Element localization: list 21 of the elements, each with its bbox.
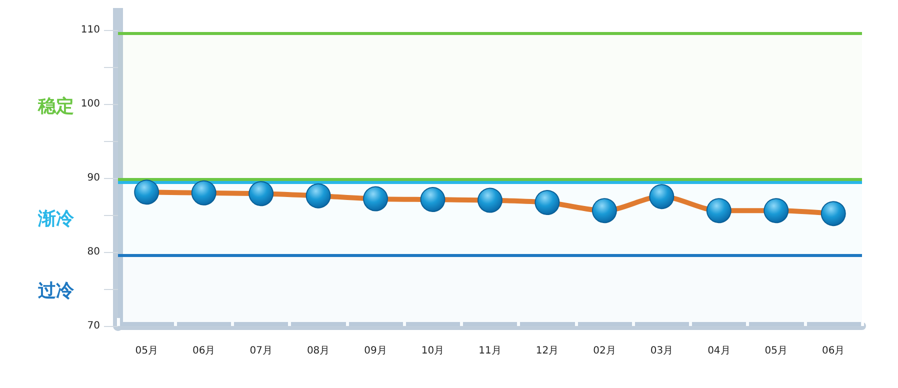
x-tick-label: 04月 bbox=[708, 346, 730, 356]
y-tick-label: 70 bbox=[87, 320, 100, 332]
band-label: 稳定 bbox=[37, 96, 74, 117]
y-tick-label: 100 bbox=[80, 98, 100, 110]
y-tick-label: 110 bbox=[80, 24, 100, 36]
x-tick-label: 08月 bbox=[306, 346, 330, 356]
x-tick-label: 11月 bbox=[478, 346, 502, 356]
x-tick-label: 06月 bbox=[192, 346, 216, 356]
x-tick-label: 05月 bbox=[764, 346, 788, 356]
x-tick-label: 10月 bbox=[421, 346, 444, 356]
band-label: 渐冷 bbox=[37, 208, 75, 230]
x-tick-label: 05月 bbox=[135, 346, 158, 356]
x-tick-label: 09月 bbox=[364, 346, 387, 356]
x-tick-label: 03月 bbox=[650, 346, 674, 356]
x-tick-label: 12月 bbox=[536, 346, 559, 356]
y-tick-label: 90 bbox=[87, 172, 100, 184]
x-tick-label: 02月 bbox=[593, 346, 616, 356]
y-tick-label: 80 bbox=[87, 246, 100, 258]
x-tick-label: 07月 bbox=[250, 346, 272, 356]
x-tick-label: 06月 bbox=[822, 346, 845, 356]
band-label: 过冷 bbox=[37, 280, 75, 302]
